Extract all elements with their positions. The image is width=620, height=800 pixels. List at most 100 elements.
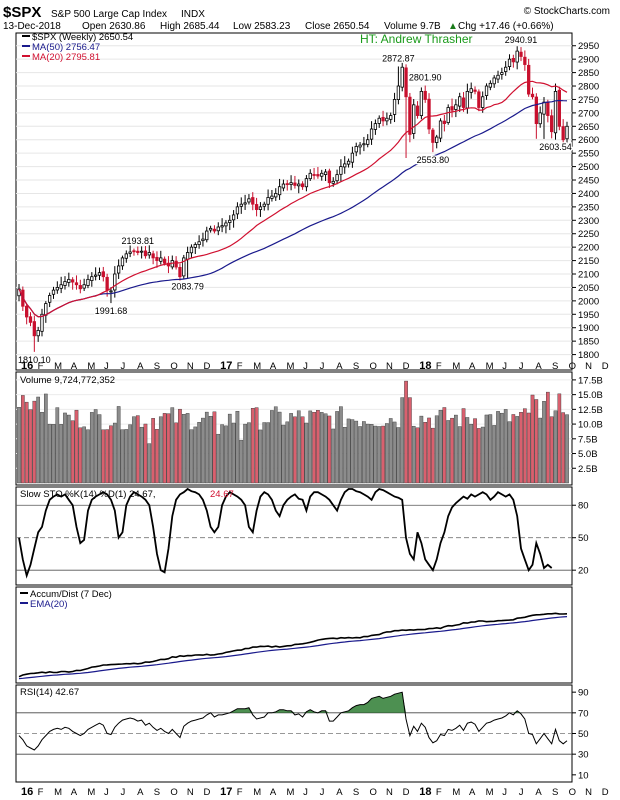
price-panel: [15, 32, 573, 371]
x-axis-month-label: A: [336, 361, 343, 372]
candle-body: [124, 253, 128, 259]
volume-bar: [17, 407, 21, 484]
volume-bar: [400, 397, 405, 484]
candle-body: [461, 97, 466, 108]
volume-bar: [178, 408, 182, 484]
change-up-icon: ▲: [448, 21, 458, 32]
volume-bar: [262, 422, 267, 484]
volume-bar: [239, 439, 244, 484]
rsi-legend: RSI(14) 42.67: [20, 687, 79, 698]
candle-body: [48, 295, 52, 303]
volume-bar: [40, 411, 44, 484]
ad-legend: Accum/Dist (7 Dec): [30, 589, 112, 600]
candle-body: [538, 112, 542, 125]
volume-bar: [335, 411, 339, 484]
volume-bar: [43, 393, 48, 484]
price-tick-label: 2350: [578, 202, 599, 213]
volume-bar: [473, 418, 477, 484]
x-axis-month-label: M: [452, 787, 460, 798]
quote-change: Chg +17.46 (+0.66%): [458, 21, 554, 32]
x-axis-month-label: S: [154, 787, 160, 798]
x-axis-month-label: M: [54, 787, 62, 798]
price-annotation: 2603.54: [539, 142, 572, 152]
volume-tick-label: 15.0B: [578, 390, 603, 401]
candle-body: [477, 91, 481, 108]
price-tick-label: 2100: [578, 270, 599, 281]
x-axis-month-label: S: [552, 361, 558, 372]
candle-body: [427, 98, 431, 130]
volume-bar: [174, 422, 178, 484]
x-axis-month-label: J: [519, 787, 524, 798]
candle-body: [396, 85, 401, 100]
x-axis-month-label: M: [286, 361, 294, 372]
volume-bar: [147, 443, 152, 484]
volume-bar: [534, 399, 539, 484]
x-axis-month-label: A: [137, 787, 144, 798]
volume-bar: [549, 416, 554, 484]
volume-bar: [285, 421, 290, 484]
quote-open: Open 2630.86: [82, 21, 146, 32]
volume-bar: [59, 424, 63, 484]
x-axis-month-label: M: [253, 361, 261, 372]
x-axis-month-label: A: [535, 787, 542, 798]
candle-body: [423, 90, 427, 100]
candle-body: [228, 219, 232, 223]
volume-bar: [465, 417, 470, 484]
x-axis-month-label: A: [469, 787, 476, 798]
rsi-tick-label: 10: [578, 770, 589, 781]
candle-body: [496, 74, 500, 80]
rsi-overbought-fill: [229, 692, 522, 713]
volume-bar: [365, 423, 370, 484]
x-axis-month-label: F: [237, 787, 243, 798]
volume-bar: [296, 410, 301, 484]
volume-bar: [63, 412, 67, 484]
volume-bar: [181, 414, 186, 484]
x-axis-month-label: M: [87, 361, 95, 372]
candle-body: [162, 258, 167, 264]
candle-body: [392, 99, 397, 115]
volume-bar: [204, 411, 209, 484]
volume-bar: [151, 418, 155, 484]
volume-bar: [32, 400, 37, 484]
candle-body: [254, 204, 259, 210]
candle-body: [116, 265, 121, 274]
candle-body: [197, 241, 201, 245]
price-annotation: 2940.91: [505, 35, 538, 45]
candle-body: [557, 89, 561, 127]
candle-body: [90, 276, 94, 281]
volume-bar: [227, 413, 232, 484]
candle-body: [28, 316, 33, 323]
volume-bar: [538, 417, 543, 484]
x-axis-month-label: A: [71, 787, 78, 798]
volume-bar: [289, 413, 293, 484]
x-axis-month-label: M: [486, 361, 494, 372]
candle-body: [289, 182, 293, 185]
x-axis-month-label: J: [303, 787, 308, 798]
candle-body: [178, 267, 182, 278]
candle-body: [59, 284, 63, 289]
candle-body: [285, 183, 289, 186]
x-axis-month-label: N: [187, 361, 194, 372]
candle-body: [208, 227, 213, 231]
volume-bar: [281, 424, 286, 484]
volume-bar: [484, 414, 489, 484]
candle-body: [308, 172, 312, 180]
volume-bar: [565, 414, 569, 484]
x-axis-month-label: A: [469, 361, 476, 372]
x-axis-month-label: 16: [21, 360, 33, 372]
volume-tick-label: 12.5B: [578, 405, 603, 416]
price-annotation: 1991.68: [95, 306, 128, 316]
price-annotation: 1810.10: [18, 355, 51, 365]
x-axis-month-label: A: [71, 361, 78, 372]
volume-bar: [519, 412, 523, 484]
candle-body: [262, 203, 266, 207]
quote-low: Low 2583.23: [233, 21, 291, 32]
x-axis-month-label: A: [270, 361, 277, 372]
x-axis-month-label: M: [486, 787, 494, 798]
x-axis-month-label: F: [38, 361, 44, 372]
volume-bar: [392, 421, 397, 484]
candle-body: [546, 101, 550, 116]
candle-body: [542, 101, 546, 115]
candle-body: [155, 256, 159, 261]
volume-bar: [250, 408, 255, 484]
